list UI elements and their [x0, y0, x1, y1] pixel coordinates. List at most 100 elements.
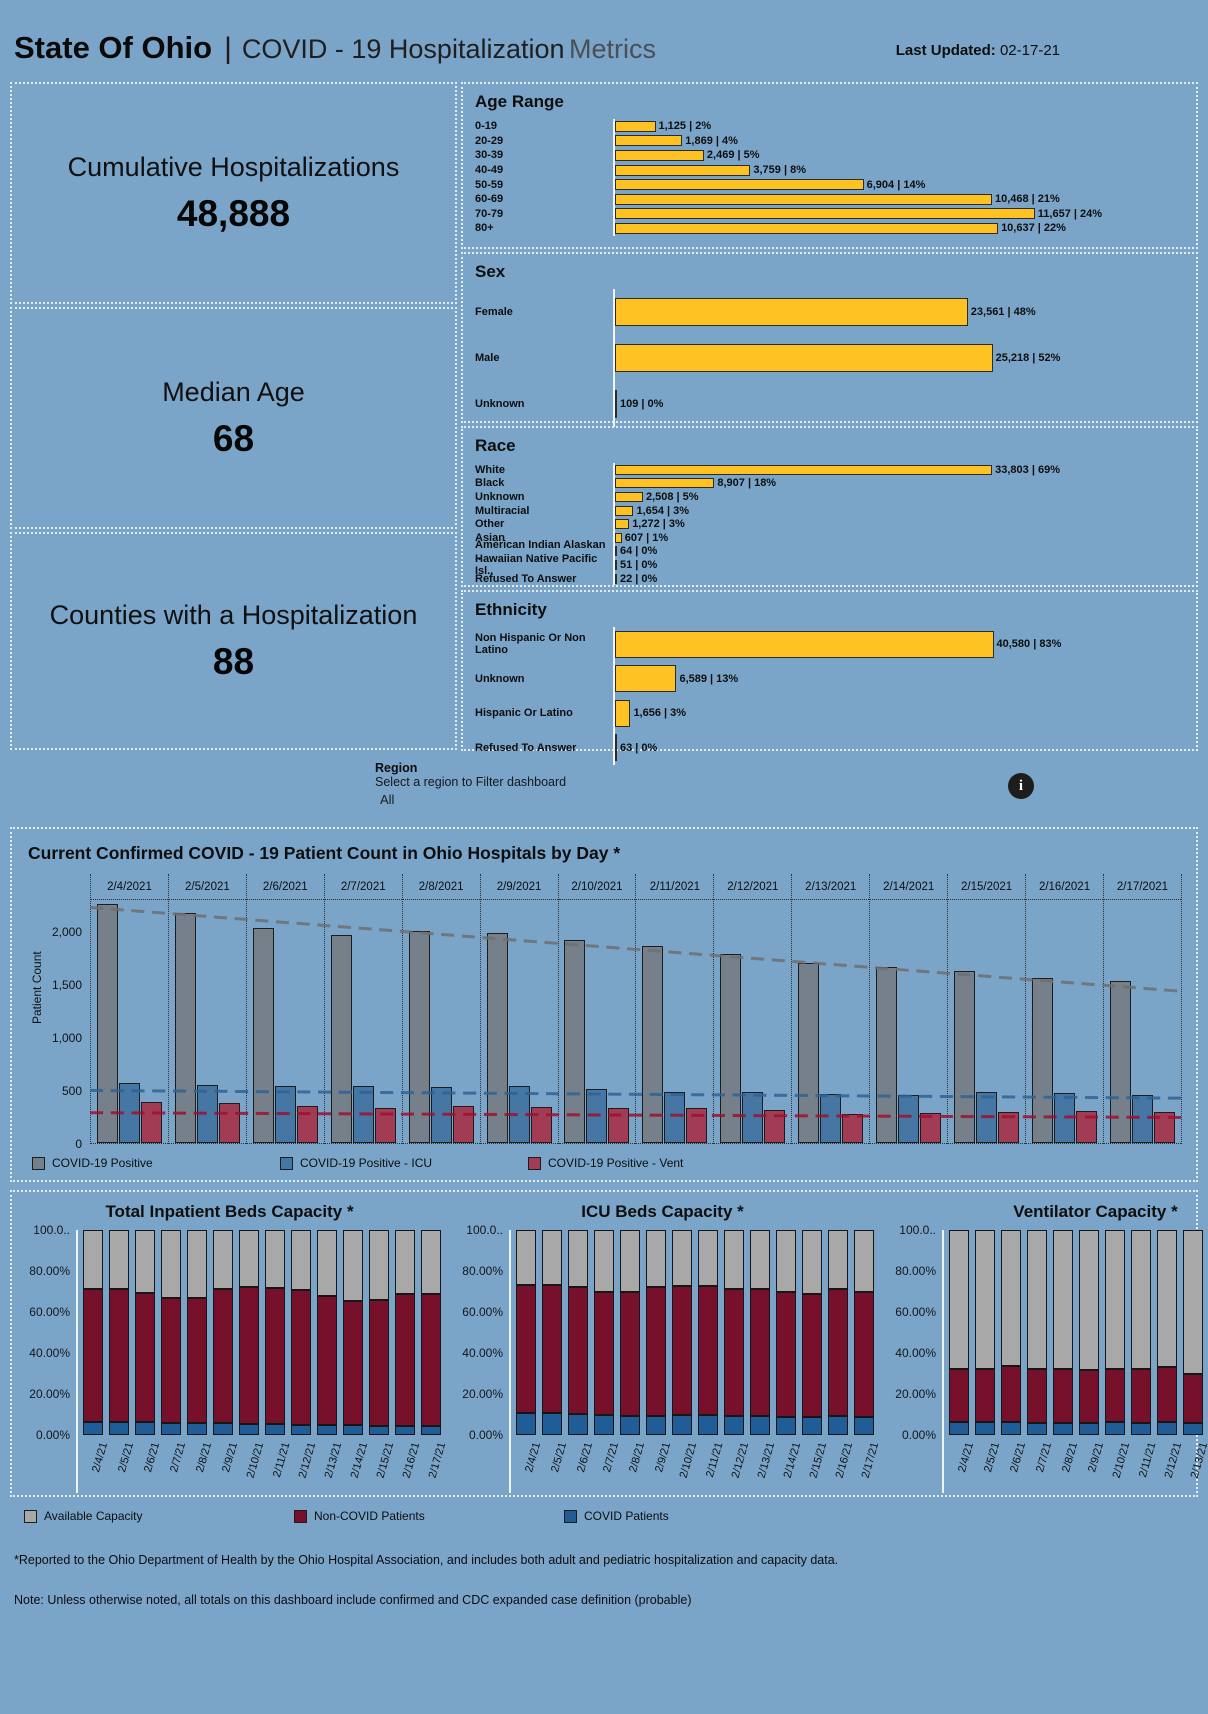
segment-available-capacity[interactable]: [568, 1230, 588, 1288]
stacked-bar[interactable]: [395, 1230, 415, 1435]
segment-available-capacity[interactable]: [421, 1230, 441, 1294]
stacked-bar[interactable]: [776, 1230, 796, 1435]
segment-available-capacity[interactable]: [161, 1230, 181, 1298]
stacked-bar[interactable]: [750, 1230, 770, 1435]
segment-covid-patients[interactable]: [291, 1424, 311, 1435]
stacked-bar[interactable]: [646, 1230, 666, 1435]
segment-covid-patients[interactable]: [83, 1421, 103, 1435]
bar-covid-19-positive[interactable]: [642, 946, 664, 1143]
bar-covid-19-positive-vent[interactable]: [140, 1101, 162, 1143]
segment-available-capacity[interactable]: [750, 1230, 770, 1290]
segment-covid-patients[interactable]: [395, 1425, 415, 1435]
bar[interactable]: [615, 120, 656, 132]
segment-non-covid-patients[interactable]: [161, 1297, 181, 1423]
segment-available-capacity[interactable]: [109, 1230, 129, 1290]
bar-covid-19-positive-icu[interactable]: [430, 1086, 452, 1143]
stacked-bar[interactable]: [1131, 1230, 1151, 1435]
bar-covid-19-positive-vent[interactable]: [218, 1103, 240, 1143]
bar-covid-19-positive[interactable]: [954, 971, 976, 1143]
segment-non-covid-patients[interactable]: [265, 1288, 285, 1424]
stacked-bar[interactable]: [949, 1230, 969, 1435]
legend-item[interactable]: COVID-19 Positive: [32, 1156, 280, 1170]
bar-covid-19-positive-icu[interactable]: [508, 1085, 530, 1143]
segment-non-covid-patients[interactable]: [854, 1291, 874, 1417]
segment-available-capacity[interactable]: [975, 1230, 995, 1370]
segment-covid-patients[interactable]: [672, 1414, 692, 1435]
stacked-bar[interactable]: [213, 1230, 233, 1435]
bar-covid-19-positive-icu[interactable]: [118, 1083, 140, 1143]
segment-covid-patients[interactable]: [542, 1413, 562, 1435]
stacked-bar[interactable]: [802, 1230, 822, 1435]
segment-available-capacity[interactable]: [1131, 1230, 1151, 1370]
stacked-bar[interactable]: [83, 1230, 103, 1435]
stacked-bar[interactable]: [516, 1230, 536, 1435]
segment-non-covid-patients[interactable]: [135, 1292, 155, 1423]
segment-available-capacity[interactable]: [854, 1230, 874, 1292]
segment-non-covid-patients[interactable]: [672, 1286, 692, 1415]
segment-covid-patients[interactable]: [239, 1423, 259, 1435]
bar-covid-19-positive[interactable]: [408, 930, 430, 1143]
bar[interactable]: [615, 519, 630, 530]
segment-covid-patients[interactable]: [1027, 1422, 1047, 1435]
segment-covid-patients[interactable]: [646, 1415, 666, 1435]
bar-covid-19-positive-vent[interactable]: [1076, 1111, 1098, 1143]
stacked-bar[interactable]: [369, 1230, 389, 1435]
stacked-bar[interactable]: [343, 1230, 363, 1435]
legend-item[interactable]: COVID Patients: [564, 1509, 834, 1523]
segment-available-capacity[interactable]: [620, 1230, 640, 1292]
segment-covid-patients[interactable]: [1079, 1422, 1099, 1435]
segment-non-covid-patients[interactable]: [646, 1287, 666, 1416]
bar[interactable]: [615, 491, 643, 502]
segment-covid-patients[interactable]: [750, 1415, 770, 1435]
segment-available-capacity[interactable]: [594, 1230, 614, 1292]
bar[interactable]: [615, 390, 617, 418]
segment-non-covid-patients[interactable]: [1053, 1369, 1073, 1423]
segment-covid-patients[interactable]: [854, 1416, 874, 1435]
segment-available-capacity[interactable]: [343, 1230, 363, 1301]
bar[interactable]: [615, 478, 715, 489]
bar-covid-19-positive[interactable]: [330, 935, 352, 1143]
info-icon[interactable]: i: [1008, 773, 1034, 799]
segment-non-covid-patients[interactable]: [750, 1289, 770, 1416]
segment-available-capacity[interactable]: [239, 1230, 259, 1288]
segment-available-capacity[interactable]: [291, 1230, 311, 1291]
stacked-bar[interactable]: [672, 1230, 692, 1435]
segment-available-capacity[interactable]: [724, 1230, 744, 1290]
bar[interactable]: [615, 665, 677, 693]
segment-non-covid-patients[interactable]: [317, 1295, 337, 1425]
segment-available-capacity[interactable]: [646, 1230, 666, 1288]
stacked-bar[interactable]: [1183, 1230, 1203, 1435]
segment-non-covid-patients[interactable]: [83, 1289, 103, 1422]
segment-non-covid-patients[interactable]: [1027, 1369, 1047, 1423]
segment-available-capacity[interactable]: [776, 1230, 796, 1292]
segment-available-capacity[interactable]: [1001, 1230, 1021, 1367]
segment-covid-patients[interactable]: [1001, 1421, 1021, 1435]
segment-non-covid-patients[interactable]: [213, 1289, 233, 1424]
bar[interactable]: [615, 208, 1035, 220]
region-select[interactable]: All: [380, 792, 395, 807]
segment-non-covid-patients[interactable]: [542, 1285, 562, 1414]
segment-available-capacity[interactable]: [1053, 1230, 1073, 1370]
stacked-bar[interactable]: [1105, 1230, 1125, 1435]
bar-covid-19-positive[interactable]: [798, 962, 820, 1143]
segment-non-covid-patients[interactable]: [421, 1293, 441, 1427]
stacked-bar[interactable]: [421, 1230, 441, 1435]
legend-item[interactable]: COVID-19 Positive - ICU: [280, 1156, 528, 1170]
bar-covid-19-positive-icu[interactable]: [1131, 1095, 1153, 1143]
segment-non-covid-patients[interactable]: [239, 1287, 259, 1424]
segment-covid-patients[interactable]: [421, 1426, 441, 1435]
segment-available-capacity[interactable]: [83, 1230, 103, 1290]
bar-covid-19-positive-vent[interactable]: [842, 1114, 864, 1143]
segment-covid-patients[interactable]: [568, 1414, 588, 1435]
segment-available-capacity[interactable]: [542, 1230, 562, 1286]
segment-covid-patients[interactable]: [828, 1415, 848, 1435]
segment-non-covid-patients[interactable]: [1157, 1367, 1177, 1422]
segment-covid-patients[interactable]: [620, 1415, 640, 1435]
segment-covid-patients[interactable]: [343, 1425, 363, 1435]
stacked-bar[interactable]: [187, 1230, 207, 1435]
bar[interactable]: [615, 546, 617, 557]
segment-available-capacity[interactable]: [1079, 1230, 1099, 1371]
legend-item[interactable]: Available Capacity: [24, 1509, 294, 1523]
bar-covid-19-positive[interactable]: [876, 966, 898, 1143]
segment-covid-patients[interactable]: [975, 1421, 995, 1435]
